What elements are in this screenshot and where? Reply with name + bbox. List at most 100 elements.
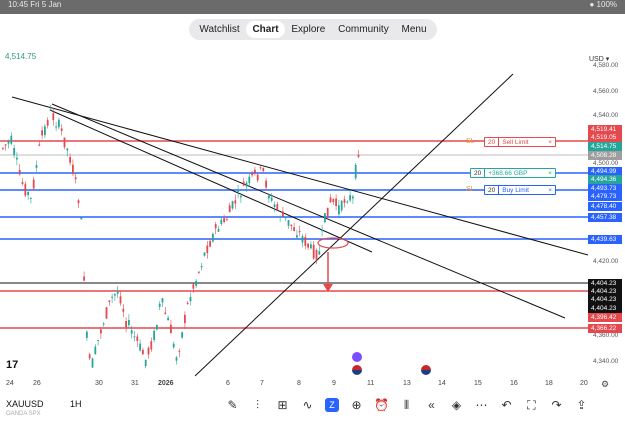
candle-body bbox=[354, 165, 357, 179]
tab-community[interactable]: Community bbox=[338, 24, 389, 35]
tab-menu[interactable]: Menu bbox=[401, 24, 427, 35]
candles-icon[interactable]: ⫴ bbox=[403, 397, 410, 412]
event-lightning-icon[interactable] bbox=[352, 352, 362, 362]
candle-body bbox=[338, 205, 340, 215]
position-pnl: +368.66 GBP bbox=[484, 169, 545, 177]
candle-body bbox=[231, 201, 234, 209]
price-tag: 4,508.28 bbox=[588, 151, 622, 160]
candle-body bbox=[298, 231, 301, 233]
candle-body bbox=[7, 141, 10, 144]
trend-line bbox=[51, 103, 566, 319]
candle-body bbox=[72, 164, 74, 175]
tab-explore[interactable]: Explore bbox=[291, 24, 326, 35]
candle-body bbox=[203, 252, 206, 256]
candle-body bbox=[49, 109, 52, 111]
price-tag: 4,494.36 bbox=[588, 175, 622, 184]
candle-body bbox=[86, 331, 88, 338]
more-icon[interactable]: ⋯ bbox=[475, 398, 488, 412]
candle-body bbox=[133, 336, 136, 338]
price-tag: 4,439.63 bbox=[588, 235, 622, 244]
candle-body bbox=[44, 126, 46, 136]
price-tag: 4,478.40 bbox=[588, 202, 622, 211]
us-flag-icon[interactable] bbox=[352, 365, 362, 375]
candle-body bbox=[122, 308, 125, 312]
tab-watchlist[interactable]: Watchlist bbox=[199, 24, 240, 35]
sell-limit-qty: 20 bbox=[488, 139, 496, 146]
candle-body bbox=[156, 324, 158, 330]
candle-body bbox=[13, 148, 15, 156]
sell-limit-close-icon[interactable]: × bbox=[548, 139, 552, 146]
replay-icon[interactable]: Z bbox=[325, 398, 339, 412]
candle-body bbox=[144, 359, 147, 367]
x-tick-label: 15 bbox=[474, 380, 482, 387]
rewind-icon[interactable]: « bbox=[428, 398, 435, 412]
candle-body bbox=[142, 349, 144, 355]
y-tick-label: 4,580.00 bbox=[593, 62, 619, 69]
candle-body bbox=[18, 169, 21, 175]
buy-limit-sl-tag[interactable]: SL bbox=[466, 186, 475, 193]
templates-icon[interactable]: ⊞ bbox=[277, 398, 288, 412]
candle-body bbox=[35, 165, 38, 168]
position-qty: 20 bbox=[474, 170, 482, 177]
sell-limit-order[interactable]: 20 Sell Limit × bbox=[484, 137, 556, 147]
x-tick-label: 7 bbox=[260, 380, 264, 387]
position-order[interactable]: 20 +368.66 GBP × bbox=[470, 168, 556, 178]
candle-body bbox=[335, 198, 337, 207]
candle-body bbox=[139, 343, 141, 351]
us-flag-icon[interactable] bbox=[421, 365, 431, 375]
alert-icon[interactable]: ⏰ bbox=[374, 398, 389, 412]
indicators-icon[interactable]: ⫶ bbox=[255, 397, 259, 412]
candle-body bbox=[307, 243, 309, 248]
pen-icon[interactable]: ✎ bbox=[227, 398, 238, 412]
share-icon[interactable]: ⇪ bbox=[576, 398, 587, 412]
x-tick-label: 30 bbox=[95, 380, 103, 387]
redo-icon[interactable]: ↷ bbox=[551, 398, 562, 412]
candle-body bbox=[240, 196, 242, 198]
candle-body bbox=[150, 341, 153, 350]
fullscreen-icon[interactable]: ⛶ bbox=[527, 397, 536, 412]
sell-limit-label: Sell Limit bbox=[498, 138, 545, 146]
tradingview-logo: 17 bbox=[6, 359, 19, 371]
candle-body bbox=[195, 280, 197, 286]
candle-body bbox=[16, 157, 18, 160]
price-tag: 4,404.23 bbox=[588, 295, 622, 304]
tab-chart[interactable]: Chart bbox=[246, 21, 285, 38]
position-close-icon[interactable]: × bbox=[548, 170, 552, 177]
price-tag: 4,404.23 bbox=[588, 279, 622, 288]
buy-limit-order[interactable]: 20 Buy Limit × bbox=[484, 185, 556, 195]
candle-body bbox=[83, 276, 85, 281]
candle-body bbox=[153, 330, 155, 341]
undo-icon[interactable]: ↶ bbox=[501, 398, 512, 412]
candle-body bbox=[268, 195, 270, 199]
candle-body bbox=[262, 167, 265, 171]
layers-icon[interactable]: ◈ bbox=[451, 398, 462, 412]
symbol-name[interactable]: XAUUSD bbox=[6, 399, 44, 409]
trend-line bbox=[194, 73, 514, 377]
buy-limit-qty: 20 bbox=[488, 187, 496, 194]
candle-body bbox=[234, 200, 237, 204]
x-tick-label: 14 bbox=[438, 380, 446, 387]
timeframe-selector[interactable]: 1H bbox=[70, 399, 82, 409]
candle-body bbox=[32, 179, 35, 189]
candle-body bbox=[315, 249, 318, 260]
candle-body bbox=[130, 330, 133, 334]
x-tick-label: 24 bbox=[6, 380, 14, 387]
candle-body bbox=[105, 307, 108, 319]
currency-selector[interactable]: USD ▾ bbox=[589, 56, 610, 63]
sell-limit-sl-tag[interactable]: SL bbox=[466, 138, 475, 145]
settings-gear-icon[interactable]: ⚙ bbox=[601, 379, 610, 389]
candle-body bbox=[248, 176, 251, 183]
candle-body bbox=[10, 135, 13, 144]
candle-body bbox=[24, 184, 27, 196]
y-tick-label: 4,540.00 bbox=[593, 112, 619, 119]
candle-body bbox=[198, 271, 200, 273]
candle-body bbox=[114, 293, 116, 296]
price-tag: 4,396.42 bbox=[588, 313, 622, 322]
candle-body bbox=[290, 224, 293, 227]
add-icon[interactable]: ⊕ bbox=[351, 398, 362, 412]
candle-body bbox=[312, 244, 315, 259]
price-tag: 4,519.41 bbox=[588, 125, 622, 134]
drawings-icon[interactable]: ∿ bbox=[302, 398, 313, 412]
buy-limit-close-icon[interactable]: × bbox=[548, 187, 552, 194]
